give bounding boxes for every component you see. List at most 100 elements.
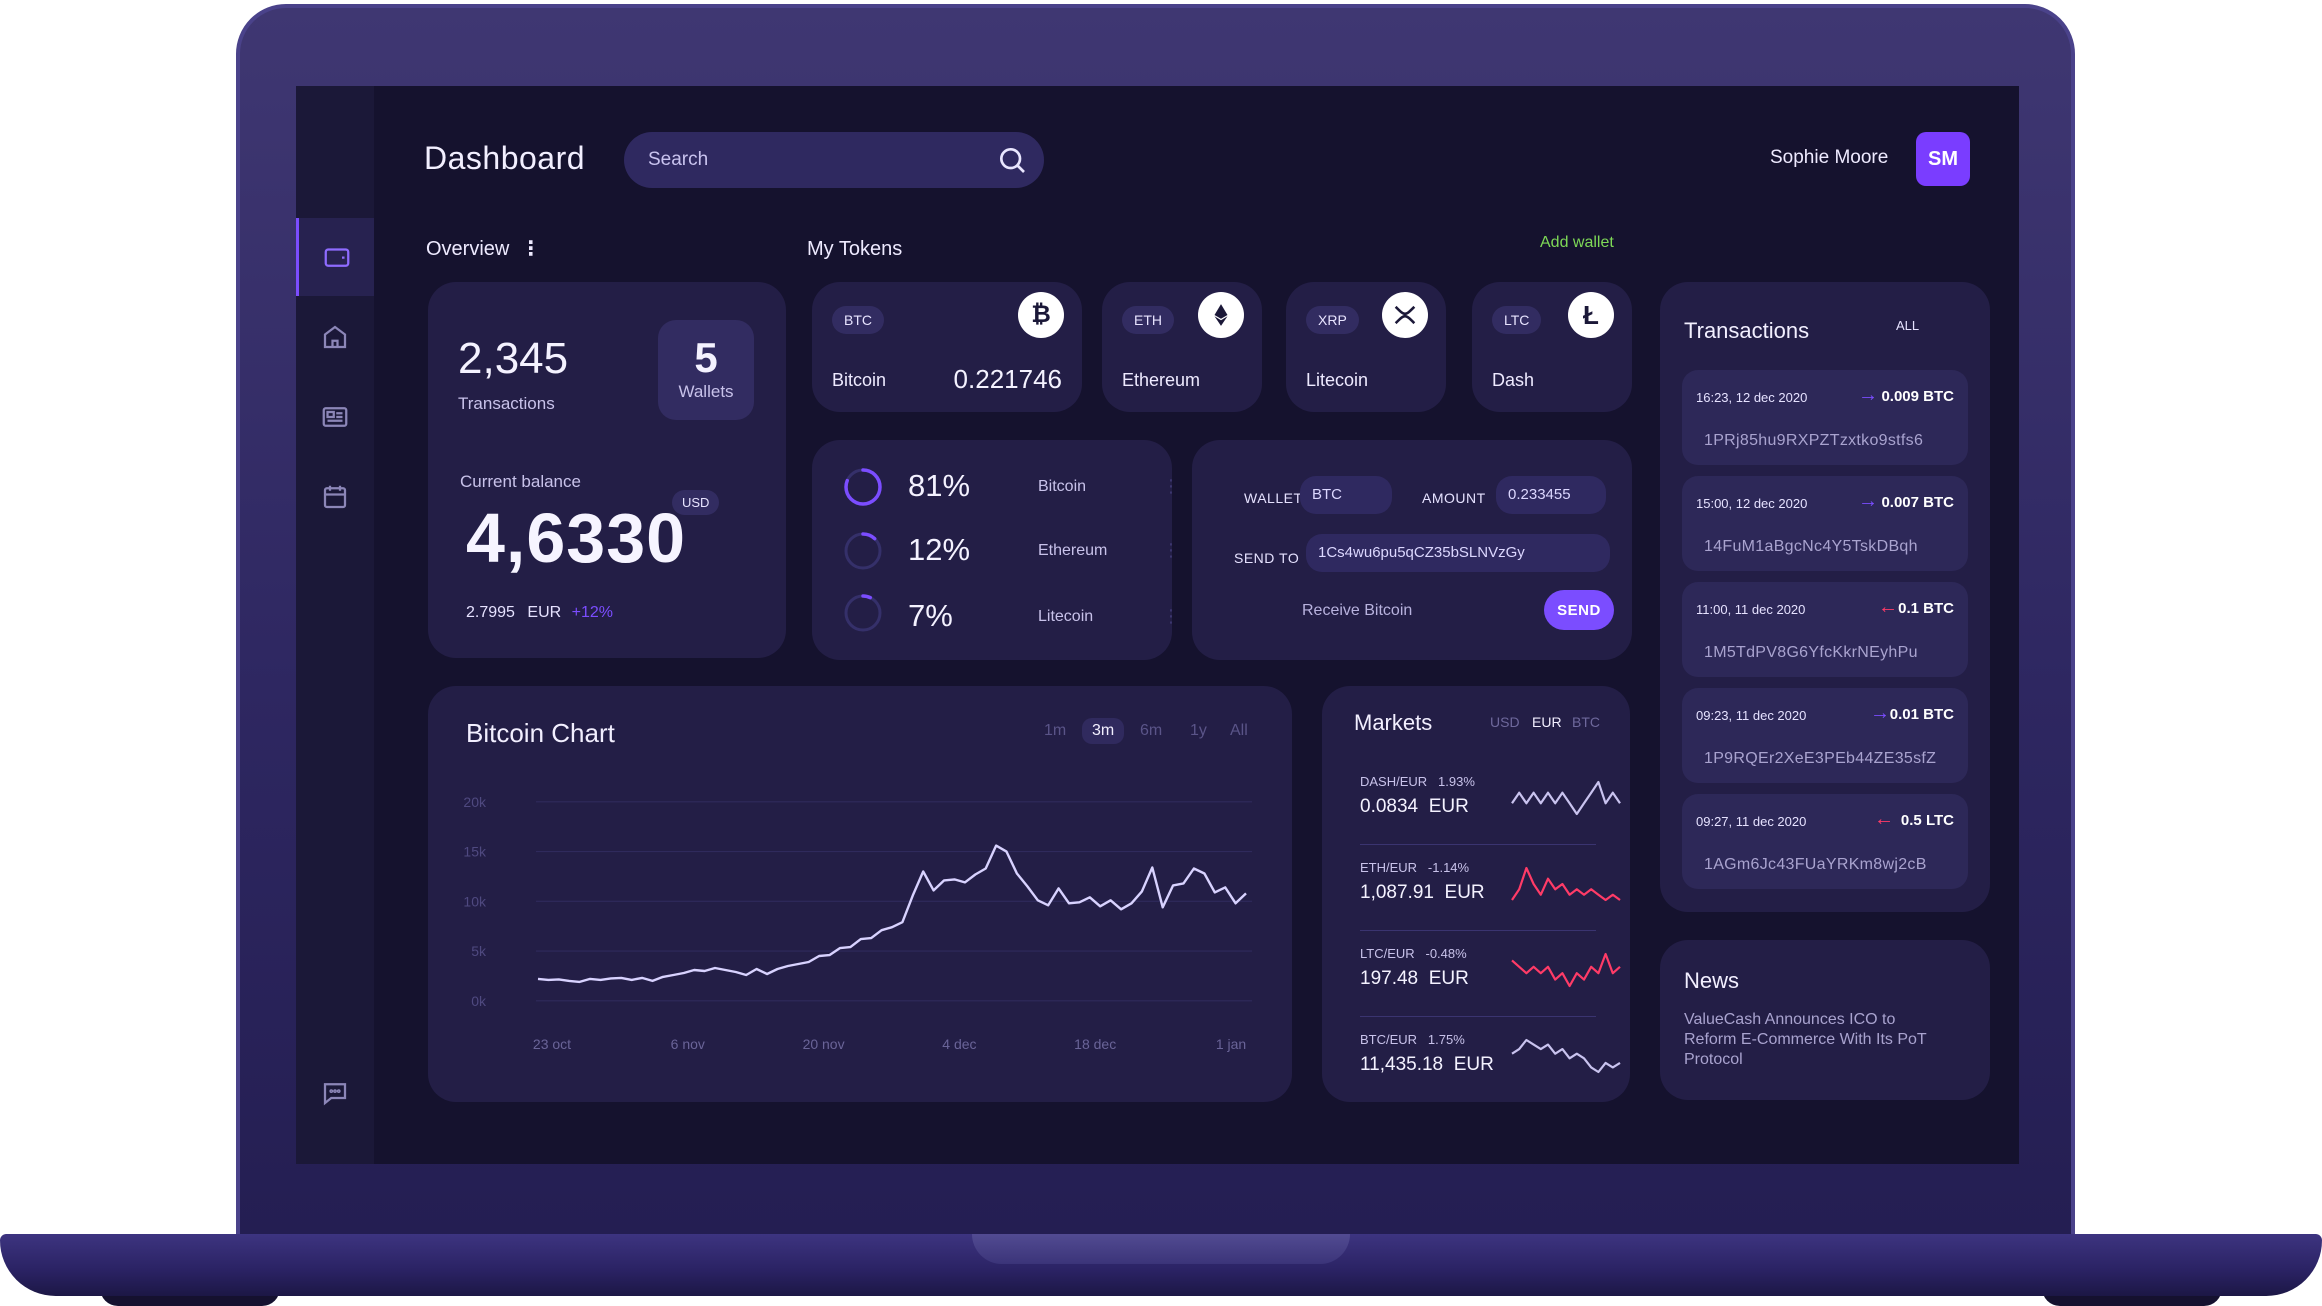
currency-badge[interactable]: USD <box>672 490 720 515</box>
user-name[interactable]: Sophie Moore <box>1770 147 1889 168</box>
transaction-item[interactable]: 11:00, 11 dec 2020 ← 0.1 BTC 1M5TdPV8G6Y… <box>1682 582 1968 677</box>
transaction-time: 09:27, 11 dec 2020 <box>1696 814 1807 829</box>
market-pair: BTC/EUR <box>1360 1032 1418 1047</box>
sparkline <box>1511 780 1621 816</box>
overview-label[interactable]: Overview ⋮ <box>426 236 541 261</box>
range-all[interactable]: All <box>1230 722 1248 739</box>
market-change: -0.48% <box>1425 946 1467 961</box>
overview-card: 2,345 Transactions 5 Wallets Current bal… <box>428 282 786 658</box>
market-price: 197.48 <box>1360 968 1419 989</box>
more-vertical-icon[interactable]: ⋮ <box>1162 540 1180 560</box>
receive-bitcoin-link[interactable]: Receive Bitcoin <box>1302 602 1413 619</box>
avatar[interactable]: SM <box>1916 132 1970 186</box>
wallets-count: 5 <box>694 334 718 381</box>
transaction-amount: 0.5 LTC <box>1900 812 1954 829</box>
divider <box>1360 1016 1596 1017</box>
overview-label-text: Overview <box>426 238 510 260</box>
markets-title: Markets <box>1354 710 1433 735</box>
transaction-time: 16:23, 12 dec 2020 <box>1696 390 1808 405</box>
transaction-amount: 0.01 BTC <box>1889 706 1954 723</box>
more-vertical-icon[interactable]: ⋮ <box>1162 476 1180 496</box>
balance-label: Current balance <box>460 472 581 491</box>
sidebar <box>296 86 374 1164</box>
amount-input[interactable]: 0.233455 <box>1496 476 1606 514</box>
x-tick-label: 6 nov <box>671 1036 705 1052</box>
search-input[interactable] <box>648 132 988 188</box>
token-card-xrp[interactable]: XRP Litecoin <box>1286 282 1446 412</box>
x-tick-label: 23 oct <box>533 1036 571 1052</box>
range-1m[interactable]: 1m <box>1044 722 1067 739</box>
sidebar-item-calendar[interactable] <box>296 458 374 536</box>
transactions-card: Transactions ALL 16:23, 12 dec 2020 → 0.… <box>1660 282 1990 912</box>
market-row[interactable]: LTC/EUR -0.48% 197.48 EUR <box>1360 946 1621 1026</box>
news-card[interactable]: News ValueCash Announces ICO to Reform E… <box>1660 940 1990 1100</box>
add-wallet-link[interactable]: Add wallet <box>1540 234 1614 251</box>
chat-icon <box>323 1083 347 1106</box>
more-vertical-icon[interactable]: ⋮ <box>1162 606 1180 626</box>
btc-price-line <box>537 844 1247 984</box>
range-6m[interactable]: 6m <box>1140 722 1163 739</box>
search-bar <box>624 132 1044 188</box>
token-name: Ethereum <box>1122 370 1201 390</box>
markets-card: Markets USD EUR BTC DASH/EUR 1.93% 0.083… <box>1322 686 1630 1102</box>
token-card-btc[interactable]: BTC ₿ Bitcoin 0.221746 <box>812 282 1082 412</box>
arrow-right-icon: → <box>1870 702 1890 724</box>
market-row[interactable]: BTC/EUR 1.75% 11,435.18 EUR <box>1360 1032 1621 1112</box>
allocation-ring <box>844 532 882 570</box>
sparkline-path <box>1511 780 1621 816</box>
transaction-address: 1PRj85hu9RXPZTzxtko9stfs6 <box>1704 432 1924 449</box>
allocation-row-bitcoin[interactable]: 81% Bitcoin ⋮ <box>842 462 1180 512</box>
send-to-input[interactable]: 1Cs4wu6pu5qCZ35bSLNVzGy <box>1306 534 1610 572</box>
arrow-left-icon: ← <box>1878 596 1898 618</box>
search-icon[interactable] <box>996 144 1028 176</box>
x-tick-label: 20 nov <box>803 1036 845 1052</box>
transaction-item[interactable]: 15:00, 12 dec 2020 → 0.007 BTC 14FuM1aBg… <box>1682 476 1968 571</box>
transactions-filter[interactable]: ALL <box>1896 318 1920 333</box>
token-card-eth[interactable]: ETH Ethereum <box>1102 282 1262 412</box>
currency-eur[interactable]: EUR <box>1532 714 1562 730</box>
home-icon <box>323 325 347 349</box>
transaction-item[interactable]: 16:23, 12 dec 2020 → 0.009 BTC 1PRj85hu9… <box>1682 370 1968 465</box>
allocation-row-ethereum[interactable]: 12% Ethereum ⋮ <box>842 526 1180 576</box>
balance-value: 4,6330 <box>466 499 687 577</box>
arrow-left-icon: ← <box>1874 808 1894 830</box>
sparkline <box>1511 866 1621 902</box>
sidebar-item-chat[interactable] <box>296 1054 374 1132</box>
divider <box>1360 844 1596 845</box>
send-button[interactable]: SEND <box>1544 590 1614 630</box>
eur-row: 2.7995 EUR +12% <box>466 604 613 622</box>
range-3m[interactable]: 3m <box>1082 718 1125 744</box>
sidebar-item-wallet[interactable] <box>296 218 374 296</box>
allocation-percent: 7% <box>908 598 953 633</box>
token-card-ltc[interactable]: LTC Ł Dash <box>1472 282 1632 412</box>
market-price: 11,435.18 <box>1360 1054 1444 1075</box>
amount-label: AMOUNT <box>1422 490 1486 506</box>
arrow-right-icon: → <box>1858 490 1878 512</box>
market-pair: ETH/EUR <box>1360 860 1418 875</box>
sparkline-path <box>1511 866 1621 902</box>
eur-value: 2.7995 <box>466 604 515 621</box>
token-tag: XRP <box>1306 306 1359 334</box>
market-row[interactable]: DASH/EUR 1.93% 0.0834 EUR <box>1360 774 1621 854</box>
eur-change: +12% <box>571 604 613 621</box>
token-tag: BTC <box>832 306 884 334</box>
transaction-item[interactable]: 09:23, 11 dec 2020 → 0.01 BTC 1P9RQEr2Xe… <box>1682 688 1968 783</box>
wallet-select[interactable]: BTC <box>1300 476 1392 514</box>
market-price: 1,087.91 <box>1360 882 1434 903</box>
market-row[interactable]: ETH/EUR -1.14% 1,087.91 EUR <box>1360 860 1621 940</box>
range-1y[interactable]: 1y <box>1190 722 1207 739</box>
market-price: 0.0834 <box>1360 796 1419 817</box>
transaction-amount: 0.007 BTC <box>1881 494 1954 511</box>
wallets-box[interactable]: 5 Wallets <box>658 320 754 420</box>
transaction-item[interactable]: 09:27, 11 dec 2020 ← 0.5 LTC 1AGm6Jc43FU… <box>1682 794 1968 889</box>
currency-btc[interactable]: BTC <box>1572 714 1600 730</box>
transaction-address: 14FuM1aBgcNc4Y5TskDBqh <box>1704 538 1918 555</box>
market-price-line: 0.0834 EUR <box>1360 796 1469 818</box>
sidebar-item-home[interactable] <box>296 298 374 376</box>
market-pair: LTC/EUR <box>1360 946 1415 961</box>
token-tag: ETH <box>1122 306 1174 334</box>
allocation-row-litecoin[interactable]: 7% Litecoin ⋮ <box>842 592 1180 642</box>
currency-usd[interactable]: USD <box>1490 714 1520 730</box>
more-vertical-icon[interactable]: ⋮ <box>520 238 541 260</box>
sidebar-item-news[interactable] <box>296 378 374 456</box>
